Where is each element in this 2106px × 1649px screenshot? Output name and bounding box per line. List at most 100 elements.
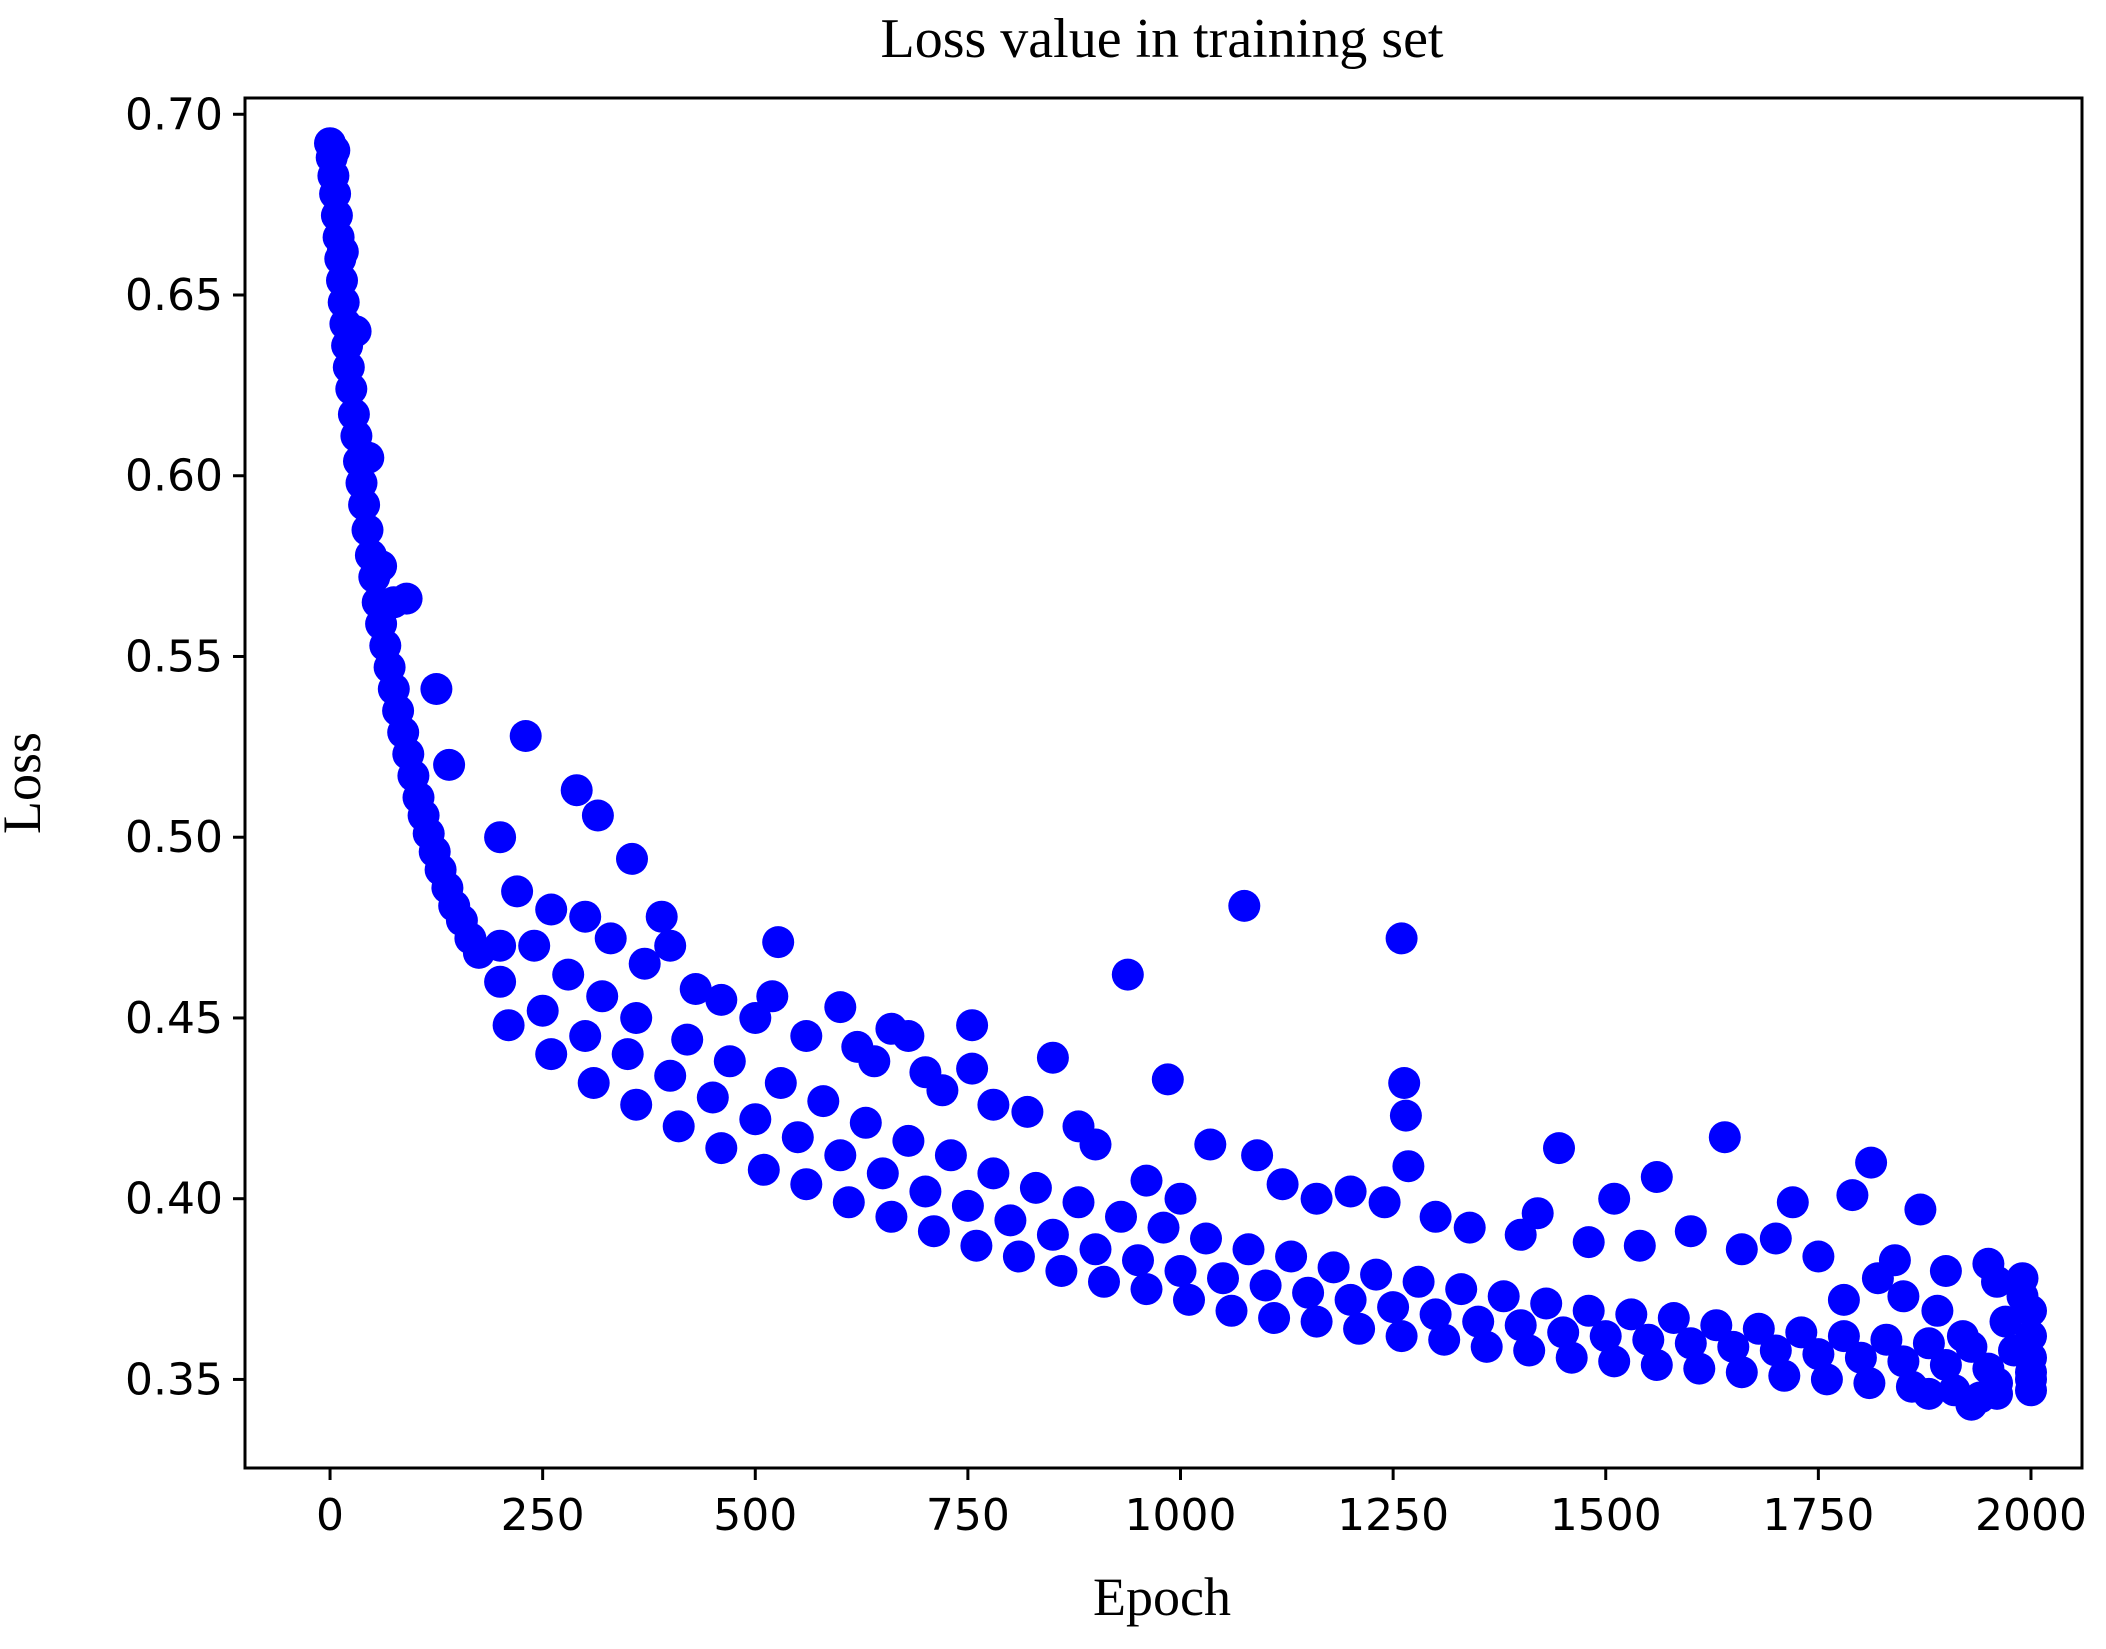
data-point: [1036, 1041, 1069, 1074]
data-point: [1334, 1175, 1367, 1208]
data-point: [318, 134, 351, 167]
data-point: [552, 958, 585, 991]
data-point: [1122, 1244, 1154, 1277]
data-point: [756, 980, 789, 1013]
data-point: [348, 488, 381, 521]
data-point: [654, 929, 687, 962]
data-point: [484, 821, 517, 854]
y-tick-label: 0.40: [125, 1174, 223, 1225]
data-point: [1768, 1359, 1801, 1392]
data-point: [1836, 1179, 1869, 1212]
data-point: [1385, 922, 1418, 955]
data-point: [892, 1124, 925, 1157]
data-point: [1543, 1132, 1575, 1165]
data-point: [1111, 958, 1144, 991]
data-point: [934, 1139, 967, 1172]
data-point: [671, 1023, 704, 1056]
x-axis-label: Epoch: [1093, 1567, 1231, 1627]
x-tick-label: 500: [713, 1490, 797, 1541]
data-point: [1275, 1240, 1308, 1273]
data-point: [1844, 1341, 1877, 1374]
data-point: [1776, 1186, 1809, 1219]
data-point: [1615, 1298, 1648, 1331]
data-point: [1827, 1320, 1860, 1353]
data-point: [1334, 1283, 1367, 1316]
data-point: [1151, 1063, 1184, 1096]
data-point: [1530, 1287, 1563, 1320]
data-point: [2015, 1320, 2047, 1353]
y-tick-label: 0.70: [125, 89, 223, 140]
data-point: [1445, 1273, 1478, 1306]
data-point: [1725, 1233, 1758, 1266]
data-point: [1062, 1186, 1095, 1219]
data-point: [1258, 1302, 1291, 1334]
data-point: [1912, 1327, 1945, 1360]
data-point: [1462, 1305, 1495, 1338]
y-tick-label: 0.55: [125, 631, 223, 682]
data-point: [1521, 1197, 1554, 1230]
data-point: [956, 1009, 989, 1042]
data-point: [1292, 1276, 1325, 1309]
data-point: [1190, 1222, 1222, 1255]
data-point: [1981, 1367, 2013, 1400]
data-point: [705, 983, 738, 1016]
data-point: [824, 1139, 857, 1172]
data-point: [1589, 1320, 1622, 1353]
data-point: [713, 1045, 746, 1078]
data-point: [1572, 1226, 1605, 1259]
data-point: [807, 1085, 840, 1118]
data-point: [1173, 1283, 1205, 1316]
x-axis: 0 250 500 750 1000 1250 1500 1750 2000: [316, 1468, 2087, 1541]
data-point: [1802, 1338, 1835, 1371]
data-point: [1870, 1323, 1903, 1356]
data-point: [866, 1157, 899, 1190]
data-point: [616, 842, 648, 875]
data-point: [832, 1186, 865, 1219]
data-point: [1105, 1200, 1137, 1233]
data-point: [1598, 1345, 1631, 1378]
data-point: [739, 1002, 772, 1034]
plot-frame: [243, 96, 2084, 1470]
y-axis: 0.35 0.40 0.45 0.50 0.55 0.60 0.65 0.70: [125, 89, 245, 1405]
data-point: [1640, 1161, 1673, 1193]
data-point: [994, 1204, 1027, 1237]
data-point: [1657, 1302, 1690, 1334]
data-point: [849, 1106, 882, 1139]
data-point: [1079, 1128, 1112, 1161]
data-point: [352, 441, 385, 474]
data-point: [1929, 1255, 1962, 1287]
data-point: [1207, 1262, 1239, 1295]
data-point: [1045, 1255, 1078, 1287]
data-point: [1388, 1067, 1421, 1099]
data-point: [1887, 1345, 1920, 1378]
data-point: [1785, 1316, 1818, 1349]
data-point: [492, 1009, 525, 1042]
data-point: [509, 720, 542, 752]
data-point: [1547, 1316, 1580, 1349]
data-point: [1130, 1164, 1163, 1197]
data-point: [484, 965, 517, 998]
data-point: [1513, 1334, 1546, 1367]
x-tick-label: 750: [926, 1490, 1010, 1541]
data-point: [1470, 1330, 1503, 1363]
data-point: [1266, 1168, 1299, 1201]
data-point: [909, 1175, 942, 1208]
data-point: [620, 1002, 653, 1034]
data-point: [1453, 1211, 1486, 1244]
data-point: [696, 1081, 729, 1114]
data-point: [892, 1020, 925, 1052]
data-point: [875, 1200, 908, 1233]
data-point: [1164, 1182, 1197, 1215]
y-tick-label: 0.35: [125, 1354, 223, 1405]
x-tick-label: 1500: [1550, 1490, 1662, 1541]
data-point: [1708, 1121, 1741, 1154]
data-point: [747, 1153, 780, 1186]
data-point: [1360, 1258, 1393, 1291]
data-point: [433, 748, 466, 781]
data-point: [762, 926, 795, 959]
data-point: [1759, 1334, 1792, 1367]
data-point: [535, 1038, 568, 1071]
data-point: [977, 1157, 1010, 1190]
data-point: [790, 1168, 823, 1201]
